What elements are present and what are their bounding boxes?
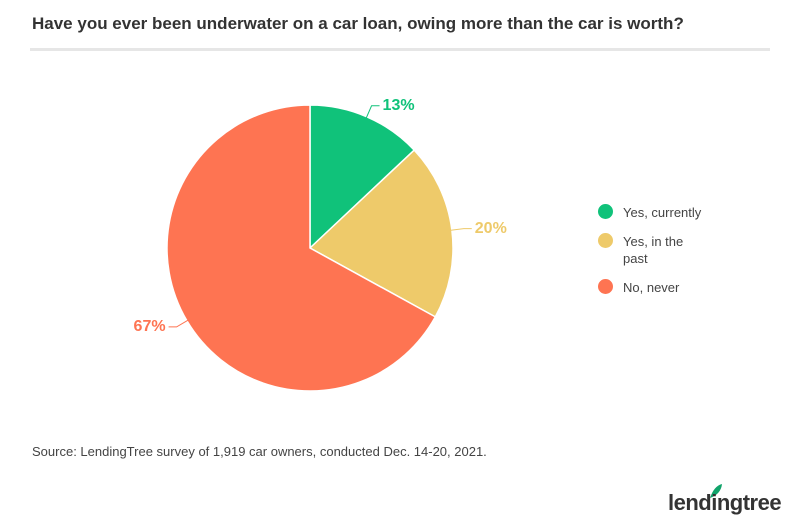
title-rule bbox=[30, 48, 770, 51]
data-label: 20% bbox=[475, 220, 507, 237]
legend-swatch bbox=[598, 204, 613, 219]
logo: lendingtree bbox=[668, 490, 782, 515]
legend-item: Yes, currently bbox=[598, 204, 718, 221]
chart-title: Have you ever been underwater on a car l… bbox=[32, 14, 684, 33]
chart: 13% 20% 67% bbox=[134, 97, 507, 392]
legend-label: No, never bbox=[623, 280, 680, 295]
legend-label: Yes, in the past bbox=[623, 234, 684, 266]
legend-item: Yes, in the past bbox=[598, 233, 718, 267]
legend-item: No, never bbox=[598, 279, 718, 296]
source: Source: LendingTree survey of 1,919 car … bbox=[32, 444, 487, 459]
legend-swatch bbox=[598, 279, 613, 294]
legend-label: Yes, currently bbox=[623, 205, 702, 220]
leader-line bbox=[449, 228, 472, 231]
data-label: 13% bbox=[383, 97, 415, 114]
data-label: 67% bbox=[134, 318, 166, 335]
leader-line bbox=[365, 105, 380, 119]
legend: Yes, currently Yes, in the past No, never bbox=[598, 204, 718, 308]
leader-line bbox=[168, 319, 189, 328]
legend-swatch bbox=[598, 233, 613, 248]
